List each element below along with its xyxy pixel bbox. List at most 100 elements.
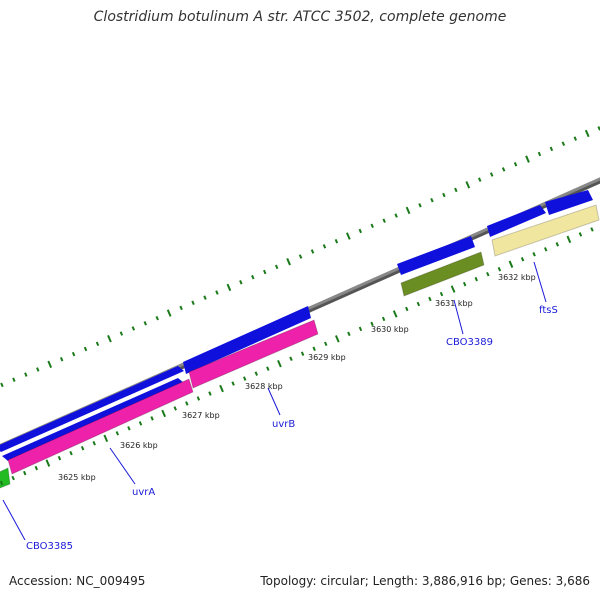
tick-mark [394,213,398,218]
cds-track [0,190,593,461]
tick-mark [474,276,478,282]
tick-mark [310,249,315,254]
tick-mark [358,228,362,234]
tick-mark [544,247,548,252]
cds-arrow[interactable] [397,236,475,275]
tick-mark [442,192,446,198]
tick-mark [439,291,444,297]
tick-mark [127,426,131,431]
tick-mark [274,264,279,270]
tick-mark [532,252,536,257]
tick-label: 3625 kbp [58,473,96,482]
tick-mark [251,274,255,280]
tick-label: 3627 kbp [182,411,220,420]
tick-mark [520,257,525,262]
tick-mark [57,455,62,461]
tick-mark [486,271,490,277]
tick-mark [418,203,422,208]
tick-label: 3632 kbp [498,273,536,282]
cds-arrow[interactable] [487,205,546,237]
tick-mark [322,244,327,249]
tick-mark [203,295,207,300]
tick-mark [138,421,143,426]
cds-arrow[interactable] [0,366,184,452]
tick-mark [92,441,96,446]
tick-mark [103,434,109,442]
tick-label: 3626 kbp [120,441,158,450]
tick-mark [489,172,494,177]
tick-mark [226,283,232,292]
tick-mark [501,167,506,172]
tick-mark [454,187,458,193]
gene-label-cbo3385[interactable]: CBO3385 [26,541,73,552]
tick-mark [525,155,530,163]
tick-mark [370,223,374,229]
tick-mark [573,136,578,141]
tick-mark [254,371,258,376]
tick-mark [179,305,183,311]
tick-mark [450,285,456,293]
tick-mark [289,356,293,361]
gene-bar-uvra[interactable] [7,378,194,475]
tick-mark [191,300,195,306]
tick-mark [465,181,471,189]
tick-mark [370,321,374,327]
tick-mark [334,335,340,343]
tick-mark [11,475,15,481]
tick-mark [83,346,88,352]
tick-mark [185,401,189,406]
tick-mark [346,232,351,240]
cds-arrow[interactable] [545,190,593,215]
tick-mark [381,316,386,322]
outer-scale-ring [0,126,600,388]
tick-mark [69,450,73,456]
tick-mark [324,341,328,347]
tick-mark [555,242,559,247]
gene-label-leaders [2,261,547,541]
tick-mark [405,306,409,312]
gene-bar-cbo3389[interactable] [400,251,485,297]
tick-mark [430,197,434,203]
tick-mark [298,254,303,259]
gene-bar-cbo3385[interactable] [0,467,11,490]
tick-mark [405,206,411,215]
tick-mark [537,151,542,157]
gene-track [0,204,600,490]
cds-arrow[interactable] [183,306,311,374]
tick-mark [208,391,212,396]
gene-label-uvra[interactable]: uvrA [132,487,155,498]
tick-mark [119,331,124,336]
gene-label-ftss[interactable]: ftsS [539,305,558,316]
tick-mark [95,341,100,347]
tick-mark [150,416,154,421]
cds-arrow[interactable] [2,378,184,461]
tick-mark [59,356,64,362]
tick-mark [549,146,554,152]
tick-mark [242,376,247,381]
tick-mark [47,360,53,369]
gene-bar-uvrb[interactable] [188,319,319,389]
tick-mark [462,281,467,287]
tick-mark [107,334,112,343]
tick-mark [115,431,120,436]
gene-label-cbo3389[interactable]: CBO3389 [446,337,493,348]
tick-mark [286,258,291,266]
tick-mark [277,359,282,368]
tick-mark [173,406,177,411]
tick-mark [219,384,224,393]
tick-mark [0,382,4,388]
tick-mark [416,301,421,307]
tick-mark [80,445,85,451]
gene-bar-ftss[interactable] [491,204,600,257]
tick-mark [584,129,590,138]
tick-mark [155,315,159,321]
tick-mark [347,331,351,337]
tick-mark [358,326,363,332]
tick-mark [161,409,166,418]
genome-summary-text: Topology: circular; Length: 3,886,916 bp… [260,574,590,588]
accession-text: Accession: NC_009495 [9,574,146,588]
tick-mark [215,290,219,295]
gene-label-uvrb[interactable]: uvrB [272,419,295,430]
tick-mark [196,396,201,401]
tick-mark [239,280,243,285]
